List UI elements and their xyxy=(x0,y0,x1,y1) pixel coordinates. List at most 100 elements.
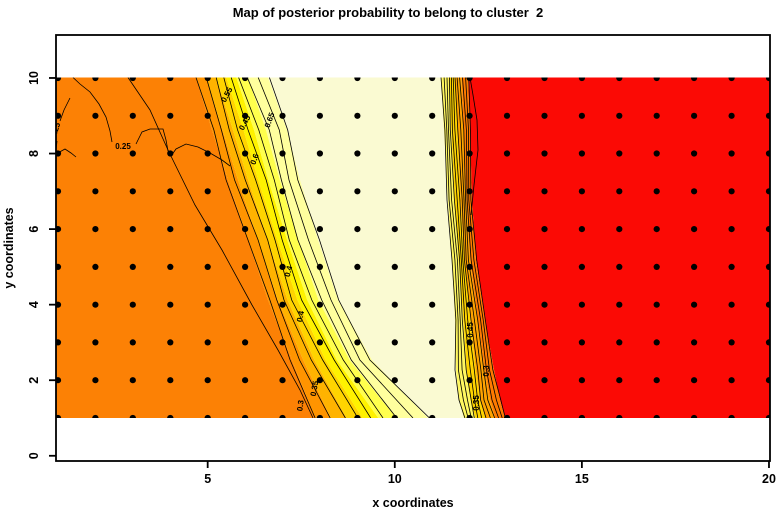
grid-dot xyxy=(204,112,211,119)
grid-dot xyxy=(653,414,660,418)
grid-dot xyxy=(466,339,473,346)
grid-dot xyxy=(429,301,436,308)
contour-label: 0.45 xyxy=(466,322,475,338)
plot-box xyxy=(55,34,771,462)
grid-dot xyxy=(56,77,62,82)
left-band-stripe xyxy=(216,77,363,418)
grid-dot xyxy=(92,77,99,82)
grid-dot xyxy=(279,188,286,195)
grid-dot xyxy=(728,226,735,233)
left-band-stripe xyxy=(236,77,397,418)
grid-dot xyxy=(691,188,698,195)
contour-line xyxy=(238,77,384,418)
grid-dot xyxy=(578,112,586,119)
contour-line xyxy=(443,77,469,418)
grid-dot xyxy=(503,112,511,119)
grid-dot xyxy=(466,377,473,384)
region-right-red xyxy=(468,77,770,418)
grid-dot xyxy=(204,339,211,346)
grid-dot xyxy=(653,263,660,270)
grid-dots xyxy=(56,77,770,418)
grid-dot xyxy=(92,414,99,418)
grid-dot xyxy=(765,263,770,270)
grid-dot xyxy=(466,150,473,157)
grid-dot xyxy=(204,226,211,233)
grid-dot xyxy=(204,77,211,82)
y-tick-label: 0 xyxy=(27,452,41,459)
grid-dot xyxy=(653,150,660,157)
grid-dot xyxy=(728,77,735,82)
grid-dot xyxy=(56,414,62,418)
grid-dot xyxy=(503,414,511,418)
region-left-orange xyxy=(56,77,315,418)
x-axis-label: x coordinates xyxy=(372,496,453,510)
grid-dot xyxy=(466,77,473,82)
contour-line xyxy=(449,77,475,418)
grid-dot xyxy=(429,150,436,157)
grid-dot xyxy=(129,77,136,82)
grid-dot xyxy=(279,414,286,418)
grid-dot xyxy=(691,150,698,157)
grid-dot xyxy=(354,226,361,233)
grid-dot xyxy=(56,263,62,270)
grid-dot xyxy=(391,226,398,233)
y-tick-label: 4 xyxy=(27,301,41,308)
contour-label: 0.35 xyxy=(472,395,481,411)
grid-dot xyxy=(279,377,286,384)
grid-dot xyxy=(242,112,249,119)
grid-dot xyxy=(541,339,548,346)
grid-dot xyxy=(578,77,585,82)
contour-line xyxy=(257,77,414,418)
contour-line xyxy=(456,77,491,418)
grid-dot xyxy=(429,77,436,82)
grid-dot xyxy=(653,112,660,119)
contour-lines xyxy=(56,77,506,418)
grid-dot xyxy=(541,301,548,308)
grid-dot xyxy=(279,150,286,157)
contour-label: 0.3 xyxy=(482,365,491,377)
contour-line xyxy=(451,77,479,418)
grid-dot xyxy=(354,112,361,119)
grid-dot xyxy=(616,112,623,119)
grid-dot xyxy=(765,188,770,195)
contour-line xyxy=(452,77,483,418)
grid-dot xyxy=(354,414,361,418)
grid-dot xyxy=(765,339,770,346)
grid-dot xyxy=(653,226,660,233)
grid-dot xyxy=(616,77,623,82)
grid-dot xyxy=(578,301,586,308)
grid-dot xyxy=(279,263,286,270)
grid-dot xyxy=(56,377,62,384)
grid-dot xyxy=(354,77,361,82)
grid-dot xyxy=(653,339,660,346)
contour-line-0.3 xyxy=(127,77,314,418)
grid-dot xyxy=(92,150,99,157)
grid-dot xyxy=(541,77,548,82)
contour-line xyxy=(215,77,346,418)
grid-dot xyxy=(541,112,548,119)
x-tick-label: 15 xyxy=(575,472,589,486)
grid-dot xyxy=(56,226,62,233)
grid-dot xyxy=(616,188,623,195)
grid-dot xyxy=(129,414,136,418)
contour-line xyxy=(446,77,472,418)
grid-dot xyxy=(728,188,735,195)
grid-dot xyxy=(92,301,99,308)
grid-dot xyxy=(204,263,211,270)
grid-dot xyxy=(316,339,323,346)
grid-dot xyxy=(316,263,323,270)
grid-dot xyxy=(691,112,698,119)
grid-dot xyxy=(167,77,174,82)
grid-dot xyxy=(167,226,174,233)
grid-dot xyxy=(429,414,436,418)
grid-dot xyxy=(691,77,698,82)
grid-dot xyxy=(728,263,735,270)
grid-dot xyxy=(728,339,735,346)
grid-dot xyxy=(354,188,361,195)
contour-line xyxy=(440,77,466,418)
contour-label: 0.4 xyxy=(283,264,295,278)
grid-dot xyxy=(466,112,473,119)
contour-line xyxy=(223,77,359,418)
contour-label: 0.25 xyxy=(115,142,131,151)
chart-title: Map of posterior probability to belong t… xyxy=(233,5,544,20)
